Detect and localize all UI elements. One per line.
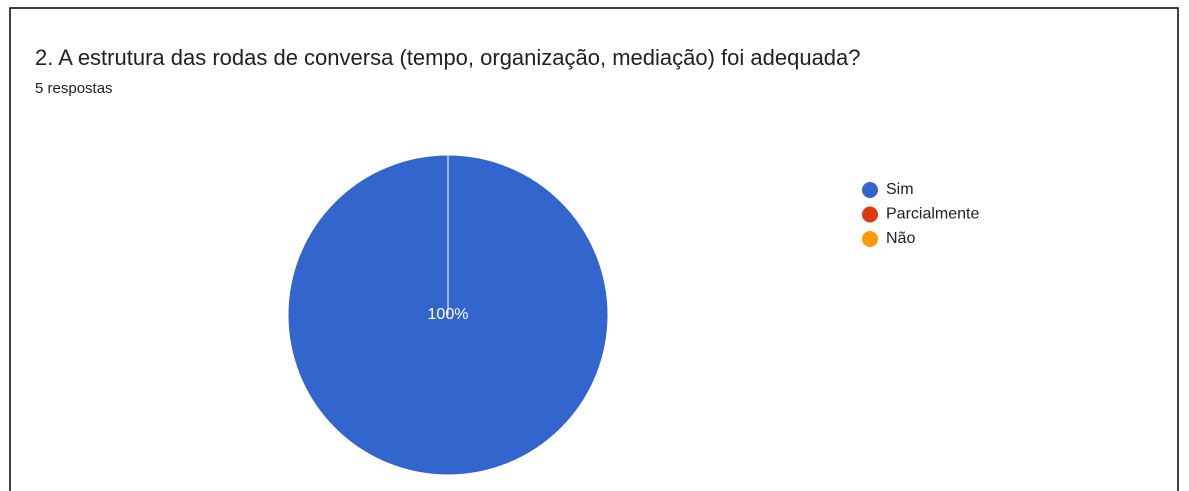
chart-subtitle: 5 respostas	[35, 80, 113, 97]
legend-swatch	[862, 182, 878, 198]
legend-swatch	[862, 206, 878, 223]
legend-swatch	[862, 231, 878, 247]
legend-label: Não	[886, 230, 915, 247]
legend-label: Sim	[886, 181, 914, 198]
chart-title: 2. A estrutura das rodas de conversa (te…	[35, 45, 861, 70]
legend-label: Parcialmente	[886, 206, 979, 223]
